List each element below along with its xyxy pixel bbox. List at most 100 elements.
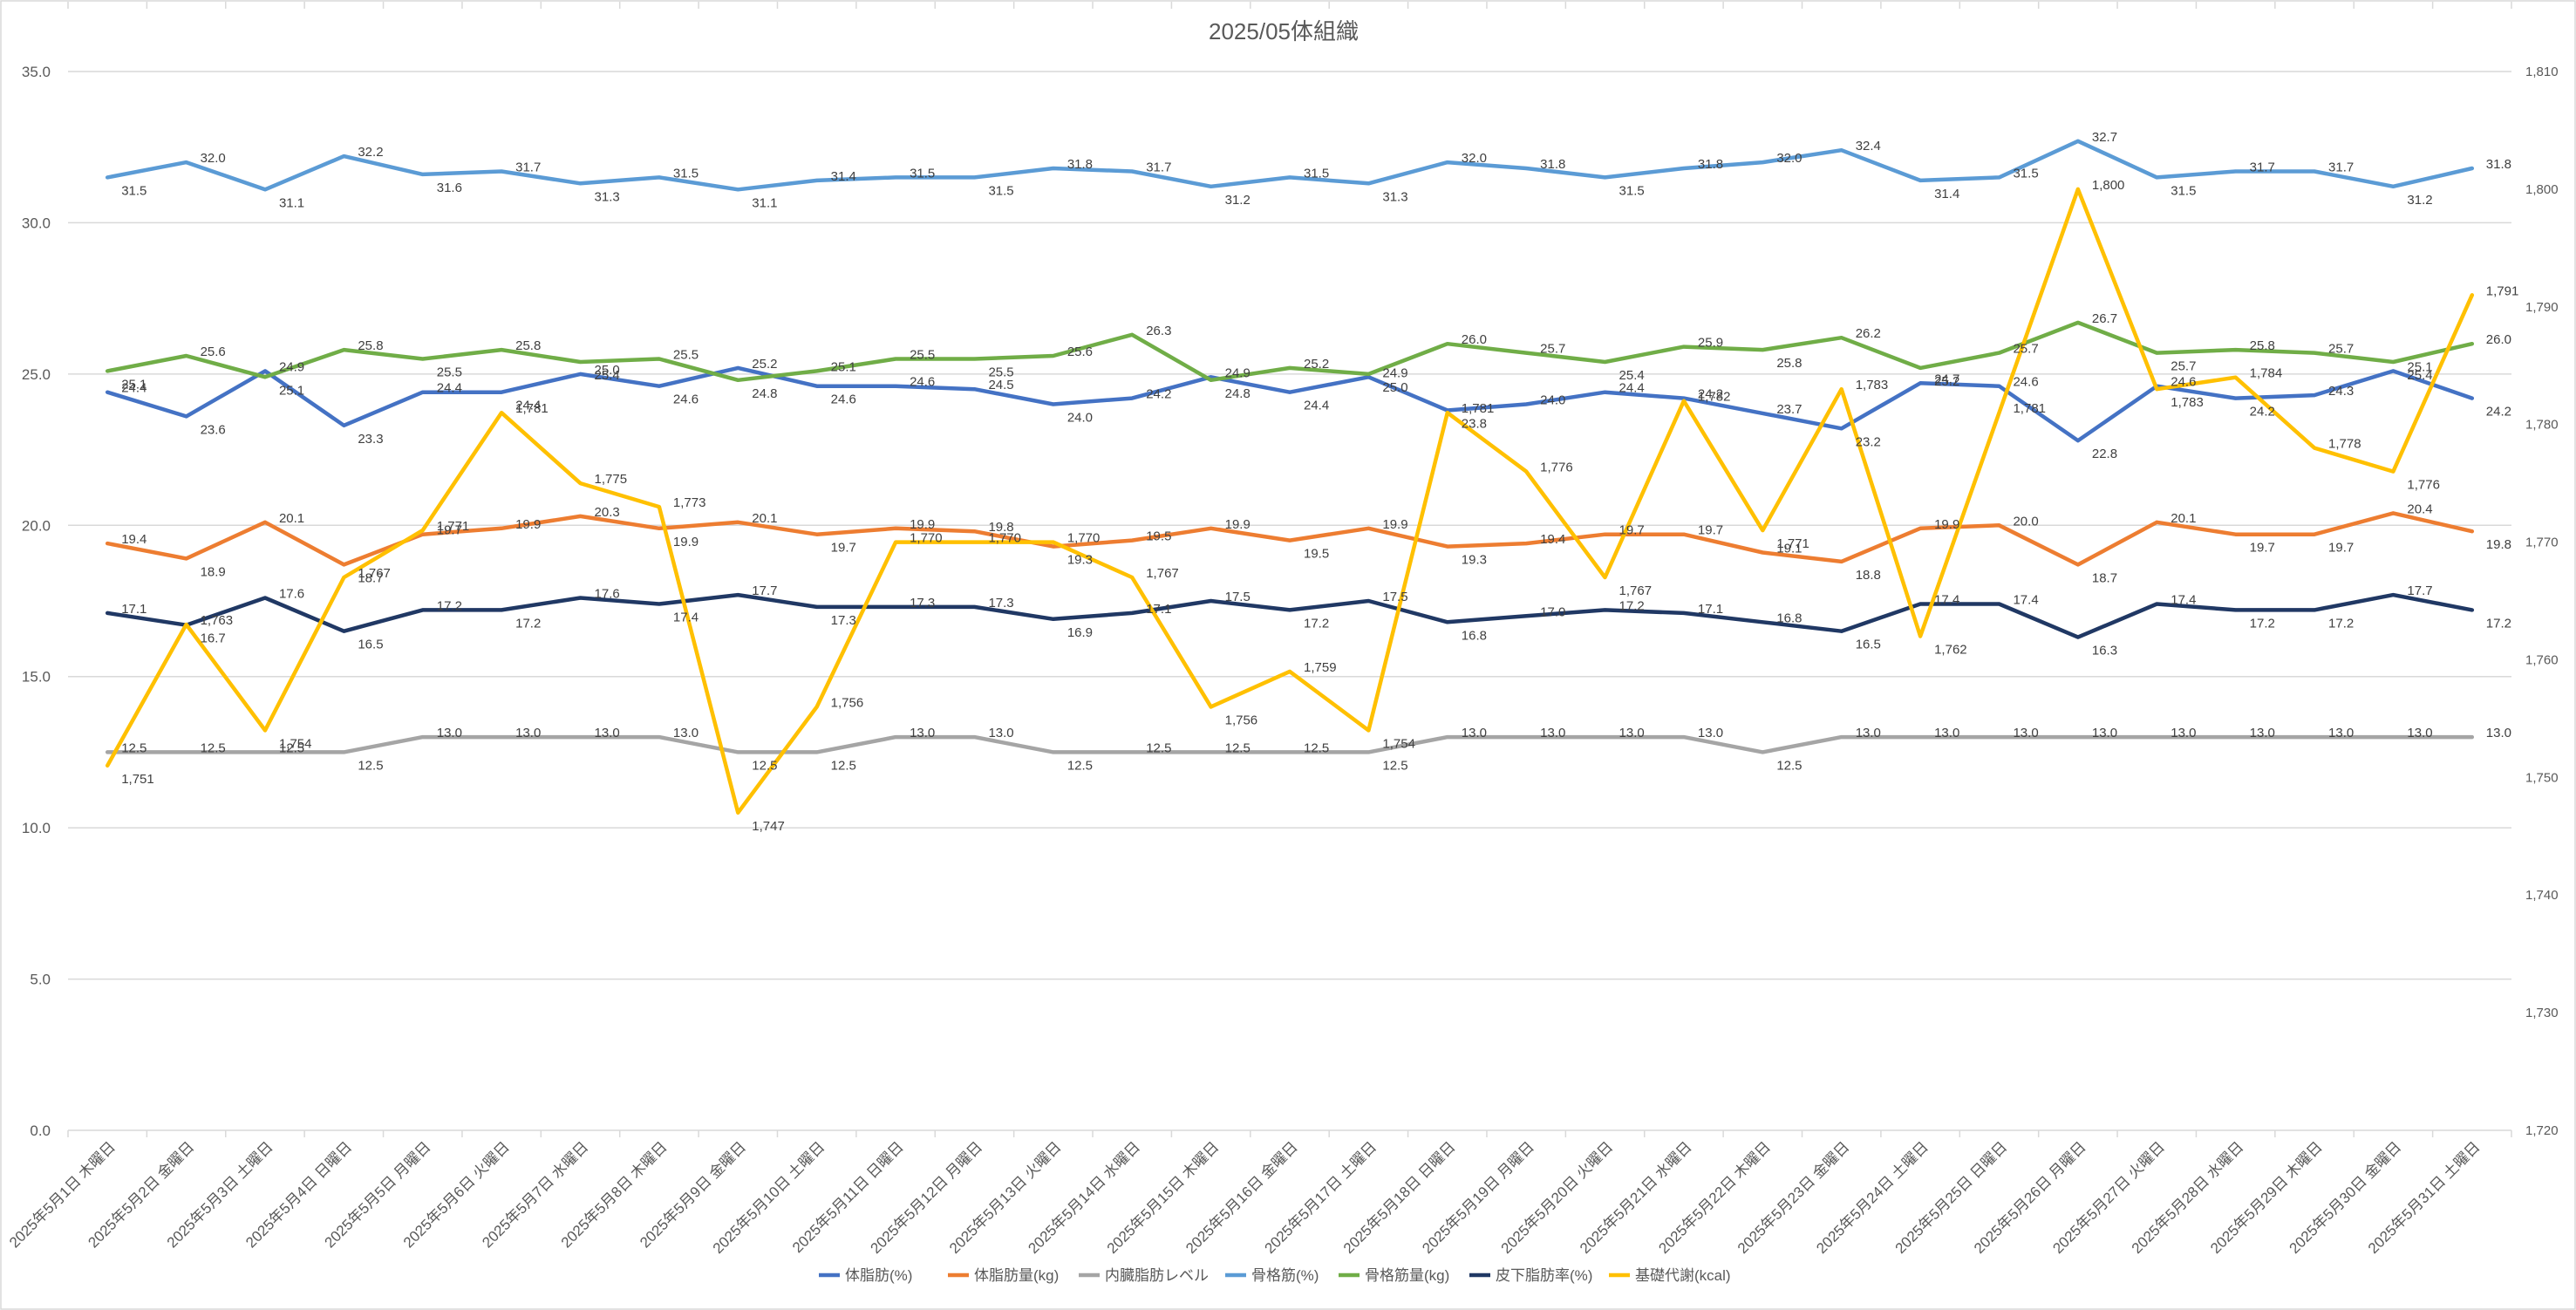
data-labels: 24.4 23.6 24.9 23.3 24.4 24.4 25.0 24.6 25.2 24.6…	[121, 130, 2518, 834]
data-label: 17.5	[1382, 590, 1407, 604]
data-label: 1,781	[515, 401, 549, 416]
data-label: 31.5	[121, 183, 147, 198]
data-label: 1,781	[1462, 401, 1495, 416]
data-label: 20.1	[752, 511, 777, 526]
data-label: 20.3	[595, 505, 620, 520]
data-label: 25.5	[673, 348, 699, 363]
data-label: 17.3	[988, 596, 1013, 611]
chart-title: 2025/05体組織	[1209, 18, 1359, 44]
data-label: 24.6	[831, 392, 856, 407]
data-label: 25.1	[121, 377, 147, 392]
data-label: 19.7	[1698, 523, 1723, 538]
data-label: 13.0	[673, 726, 699, 740]
data-label: 31.7	[2328, 160, 2354, 174]
legend-entry-2[interactable]: 体脂肪量(kg)	[948, 1267, 1059, 1284]
left-axis-tick-label: 0.0	[30, 1122, 51, 1139]
legend-entry-4[interactable]: 骨格筋(%)	[1225, 1267, 1319, 1284]
left-axis-tick-label: 25.0	[22, 366, 51, 383]
series-line-1	[105, 365, 2475, 443]
data-label: 17.1	[121, 602, 147, 617]
data-label: 17.2	[2486, 616, 2511, 631]
data-label: 12.5	[831, 758, 856, 773]
data-label: 1,770	[988, 531, 1021, 546]
data-label: 24.6	[2013, 375, 2038, 390]
data-label: 25.0	[1382, 380, 1407, 395]
data-label: 24.2	[2486, 405, 2511, 420]
right-axis-tick-label: 1,720	[2525, 1123, 2559, 1138]
data-label: 32.4	[1856, 139, 1881, 154]
legend-label: 基礎代謝(kcal)	[1635, 1267, 1731, 1284]
data-label: 24.9	[279, 359, 304, 374]
data-label: 1,754	[1382, 736, 1415, 751]
data-label: 31.2	[1225, 193, 1251, 208]
data-label: 13.0	[2013, 726, 2038, 740]
series-line-5	[105, 320, 2475, 383]
data-label: 1,770	[1067, 531, 1101, 546]
data-label: 12.5	[752, 758, 777, 773]
data-label: 1,791	[2486, 283, 2519, 298]
left-axis-tick-label: 5.0	[30, 972, 51, 988]
data-label: 1,759	[1304, 660, 1337, 675]
data-label: 17.2	[2250, 616, 2275, 631]
data-label: 16.9	[1067, 625, 1093, 640]
data-label: 31.5	[673, 166, 699, 181]
data-label: 1,783	[1856, 378, 1889, 392]
legend-entry-6[interactable]: 皮下脂肪率(%)	[1469, 1267, 1592, 1284]
left-axis-tick-label: 10.0	[22, 820, 51, 836]
data-label: 31.7	[2250, 160, 2275, 174]
data-label: 18.7	[358, 570, 383, 585]
data-label: 17.6	[279, 587, 304, 602]
data-label: 1,756	[831, 695, 864, 710]
data-label: 13.0	[2171, 726, 2196, 740]
series-line-4	[105, 139, 2475, 192]
data-label: 31.8	[1067, 157, 1093, 172]
data-label: 31.5	[1304, 166, 1329, 181]
data-label: 24.2	[1698, 387, 1723, 402]
data-label: 31.4	[831, 169, 856, 184]
data-label: 19.9	[515, 517, 541, 532]
data-label: 32.0	[201, 151, 226, 166]
data-label: 18.7	[2092, 570, 2117, 585]
legend-entry-7[interactable]: 基礎代謝(kcal)	[1609, 1267, 1731, 1284]
data-label: 25.0	[595, 363, 620, 378]
data-label: 24.8	[1225, 386, 1251, 401]
data-label: 17.2	[2328, 616, 2354, 631]
data-label: 19.7	[2328, 541, 2354, 556]
data-label: 1,776	[1540, 461, 1573, 475]
right-axis-tick-label: 1,760	[2525, 652, 2559, 667]
left-axis-tick-label: 30.0	[22, 215, 51, 231]
legend-entry-1[interactable]: 体脂肪(%)	[819, 1267, 912, 1284]
data-label: 31.1	[752, 195, 777, 210]
data-label: 19.5	[1304, 547, 1329, 562]
data-label: 1,756	[1225, 713, 1258, 727]
series-line-7	[105, 187, 2475, 815]
data-label: 31.2	[2407, 193, 2432, 208]
data-label: 25.1	[2407, 359, 2432, 374]
data-label: 24.4	[121, 381, 147, 396]
data-label: 13.0	[2092, 726, 2117, 740]
data-label: 31.8	[1698, 157, 1723, 172]
data-label: 31.3	[1382, 189, 1407, 204]
data-label: 25.1	[831, 359, 856, 374]
data-label: 31.5	[910, 166, 935, 181]
data-label: 12.5	[201, 740, 226, 755]
data-label: 31.8	[2486, 157, 2511, 172]
data-label: 19.9	[1382, 517, 1407, 532]
data-label: 16.5	[358, 638, 383, 652]
right-axis-tick-label: 1,790	[2525, 300, 2559, 315]
legend-entry-3[interactable]: 内臓脂肪レベル	[1079, 1267, 1209, 1284]
data-label: 31.5	[2013, 166, 2038, 181]
data-label: 13.0	[1619, 726, 1645, 740]
legend-entry-5[interactable]: 骨格筋量(kg)	[1339, 1267, 1449, 1284]
data-label: 13.0	[595, 726, 620, 740]
left-axis-tick-labels: 0.0 5.0 10.0 15.0 20.0 25.0 30.0 35.0	[22, 64, 51, 1139]
data-label: 25.6	[201, 345, 226, 359]
legend[interactable]: 体脂肪(%) 体脂肪量(kg) 内臓脂肪レベル 骨格筋(%) 骨格筋量(kg) 皮下脂肪率…	[819, 1267, 1731, 1284]
legend-label: 骨格筋量(kg)	[1365, 1267, 1449, 1284]
series-lines	[105, 139, 2475, 815]
data-label: 1,781	[2013, 401, 2046, 416]
data-label: 25.8	[515, 338, 541, 353]
data-label: 25.9	[1698, 336, 1723, 351]
data-label: 13.0	[910, 726, 935, 740]
data-label: 17.1	[1698, 602, 1723, 617]
